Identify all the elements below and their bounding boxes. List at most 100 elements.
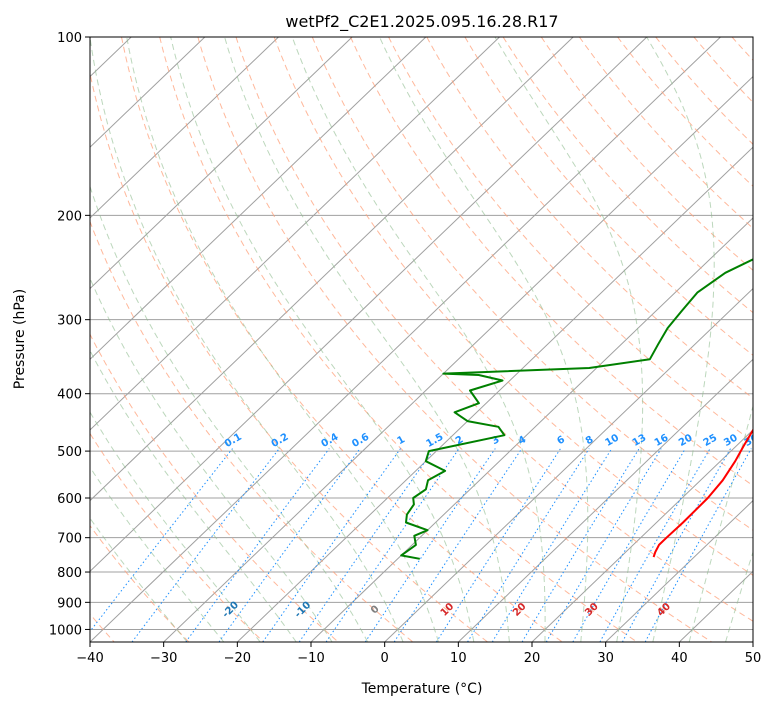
x-axis-label: Temperature (°C) — [361, 681, 483, 697]
x-tick-label: −10 — [297, 651, 324, 666]
y-tick-label: 500 — [57, 445, 82, 460]
dry-adiabat-line — [655, 37, 753, 145]
moist-adiabat-line — [90, 277, 333, 642]
moist-adiabat-line — [291, 37, 546, 642]
dry-adiabat-line — [464, 37, 753, 356]
y-tick-label: 300 — [57, 314, 82, 329]
mixing-ratio-line — [262, 448, 402, 642]
y-tick-label: 800 — [57, 566, 82, 581]
dry-adiabat-line — [502, 37, 753, 314]
mixing-ratio-label: 0.4 — [320, 432, 341, 450]
x-tick-label: −40 — [76, 651, 103, 666]
x-tick-label: 10 — [450, 651, 467, 666]
mixing-ratio-label: 8 — [584, 434, 596, 447]
y-tick-label: 1000 — [49, 623, 82, 638]
y-tick-label: 100 — [57, 31, 82, 46]
mixing-ratio-label: 0.6 — [350, 432, 371, 450]
moist-adiabat-line — [126, 37, 439, 642]
mixing-ratio-label: 0.1 — [223, 432, 244, 450]
mixing-ratio-label: 2 — [454, 434, 466, 447]
mixing-ratio-label: 0.2 — [270, 432, 291, 450]
mixing-ratio-line — [298, 448, 435, 642]
dry-adiabat-line — [770, 37, 775, 642]
dry-adiabat-line — [235, 37, 753, 622]
dry-adiabat-label: 20 — [511, 601, 529, 619]
x-tick-label: 0 — [381, 651, 389, 666]
mixing-ratio-label: 6 — [555, 434, 567, 447]
moist-adiabat-line — [688, 404, 753, 642]
isotherm-line — [310, 217, 753, 642]
dry-adiabat-line — [159, 37, 638, 642]
mixing-ratio-label: 13 — [631, 432, 649, 449]
y-axis-label: Pressure (hPa) — [12, 289, 28, 389]
mixing-ratio-label: 20 — [677, 432, 695, 449]
dry-adiabat-line — [540, 37, 753, 271]
dry-adiabat-line — [90, 220, 414, 642]
moist-adiabat-line — [90, 517, 188, 642]
axis-ticks: −40 −30 −20 −10 0 10 20 30 40 5010020030040050060… — [49, 31, 761, 666]
isotherm-line — [752, 641, 753, 642]
moist-adiabat-line — [379, 37, 589, 642]
x-tick-label: 30 — [597, 651, 614, 666]
y-tick-label: 400 — [57, 388, 82, 403]
mixing-ratio-line — [435, 448, 562, 642]
dry-adiabat-line — [273, 37, 753, 576]
isotherm-line — [90, 37, 353, 290]
mixing-ratio-label: 1 — [396, 434, 408, 447]
dry-adiabat-line — [578, 37, 753, 229]
y-tick-label: 900 — [57, 596, 82, 611]
mixing-ratio-line — [467, 448, 590, 642]
y-tick-label: 200 — [57, 209, 82, 224]
mixing-ratio-line — [325, 448, 460, 642]
moist-adiabat-line — [90, 349, 297, 642]
mixing-ratio-line — [364, 448, 496, 642]
dry-adiabat-line — [90, 524, 190, 642]
isotherm-line — [236, 146, 753, 642]
isotherm-line — [531, 429, 753, 642]
temperature-profile-line — [652, 428, 753, 558]
moist-adiabat-line — [494, 37, 644, 642]
moist-adiabat-line — [90, 37, 404, 642]
dry-adiabat-line — [121, 37, 563, 642]
mixing-ratio-label: 10 — [603, 432, 621, 449]
isotherm-line — [457, 358, 753, 642]
y-tick-label: 600 — [57, 492, 82, 507]
mixing-ratio-label: 3 — [490, 434, 502, 447]
x-tick-label: −30 — [150, 651, 177, 666]
plot-frame — [89, 36, 754, 643]
x-tick-label: 50 — [745, 651, 762, 666]
moist-adiabat-line — [646, 37, 715, 642]
isotherm-line — [90, 37, 721, 642]
isotherm-line — [90, 37, 648, 573]
isotherm-line — [90, 37, 206, 148]
dry-adiabat-line — [90, 70, 488, 642]
mixing-ratio-label: 16 — [653, 432, 671, 449]
dry-adiabat-line — [90, 333, 339, 642]
moist-adiabat-line — [90, 184, 369, 642]
x-tick-label: −20 — [224, 651, 251, 666]
isotherm-line — [163, 75, 753, 642]
mixing-ratio-line — [218, 448, 361, 642]
plot-area: 0.1 0.2 0.4 0.6 1 1.5 2 3 4 6 8 10 13 16 20 25 30 36-20 -1… — [90, 37, 775, 642]
isotherm-line — [90, 37, 427, 360]
dry-adiabat-label: 30 — [583, 601, 601, 619]
isotherm-line — [90, 37, 500, 431]
mixing-ratio-line — [491, 448, 613, 642]
dry-adiabat-line — [311, 37, 753, 531]
moist-adiabat-line — [725, 550, 753, 642]
mixing-ratio-label: 30 — [722, 432, 740, 449]
isotherm-line — [90, 37, 574, 502]
dry-adiabat-line — [197, 37, 712, 642]
dry-adiabat-label: 40 — [655, 601, 673, 619]
mixing-ratio-line — [545, 448, 662, 642]
dewpoint-profile-line — [400, 258, 753, 560]
mixing-ratio-label: 25 — [702, 432, 720, 449]
mixing-ratio-line — [393, 448, 523, 642]
mixing-ratio-label: 4 — [517, 434, 529, 447]
mixing-ratio-line — [185, 448, 330, 642]
dry-adiabat-label: 10 — [439, 601, 457, 619]
mixing-ratio-label: 1.5 — [425, 432, 446, 450]
isotherm-line — [90, 37, 279, 219]
